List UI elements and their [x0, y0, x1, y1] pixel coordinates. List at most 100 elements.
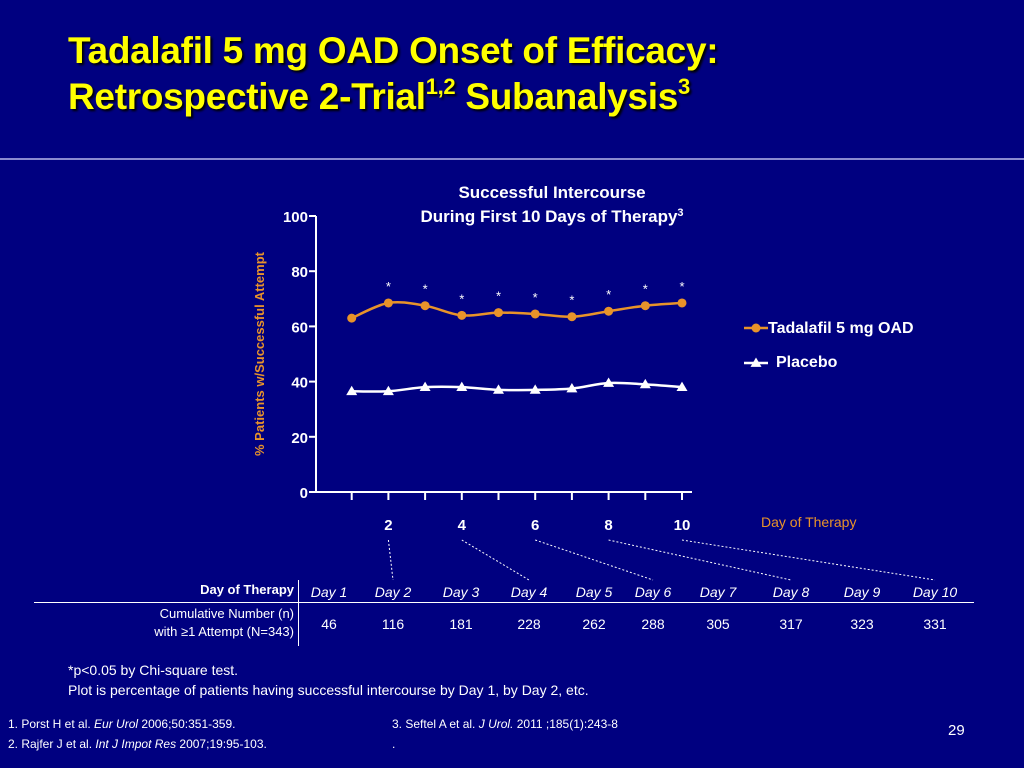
- reference-1-citation: 2006;50:351-359.: [138, 717, 236, 731]
- table-column-divider: [298, 580, 299, 646]
- table-day-label: Day 4: [510, 584, 548, 600]
- title-divider: [0, 158, 1024, 160]
- y-tick-label: 80: [291, 264, 308, 281]
- connector-day-4: [461, 539, 530, 581]
- data-point-tadalafil: [383, 298, 393, 308]
- slide-title-line2-main: Retrospective 2-Trial: [68, 76, 426, 117]
- slide-title-line2-mid: Subanalysis: [455, 76, 678, 117]
- table-day-label: Day 5: [575, 584, 613, 600]
- significance-star: *: [569, 293, 574, 308]
- table-day-label: Day 10: [912, 584, 958, 600]
- slide-title-sup2: 3: [678, 74, 690, 99]
- significance-star: *: [533, 290, 538, 305]
- slide-title: Tadalafil 5 mg OAD Onset of Efficacy: Re…: [68, 28, 719, 120]
- footnote-significance: *p<0.05 by Chi-square test.: [68, 662, 239, 678]
- chart-title-line2-text: During First 10 Days of Therapy: [420, 207, 678, 226]
- table-count-value: 305: [706, 616, 730, 632]
- x-tick-label: 4: [458, 517, 467, 534]
- connector-day-2: [387, 539, 394, 581]
- chart-legend: [744, 323, 768, 367]
- connector-day-10: [681, 539, 936, 581]
- reference-1: 1. Porst H et al. Eur Urol 2006;50:351-3…: [8, 716, 235, 733]
- data-point-placebo: [603, 377, 615, 387]
- legend-marker-placebo: [750, 357, 762, 367]
- table-count-value: 288: [641, 616, 665, 632]
- table-count-value: 116: [381, 616, 405, 632]
- table-day-label: Day 8: [772, 584, 810, 600]
- axis-table-connectors: [387, 539, 936, 581]
- legend-label-placebo: Placebo: [776, 354, 838, 371]
- table-count-value: 331: [923, 616, 947, 632]
- y-tick-label: 60: [291, 319, 308, 336]
- footnote-plot-description: Plot is percentage of patients having su…: [68, 682, 589, 698]
- y-tick-label: 0: [300, 485, 308, 502]
- reference-3-citation: 2011 ;185(1):243-8: [513, 717, 618, 731]
- series-line-tadalafil: [351, 300, 683, 320]
- chart-title-line1: Successful Intercourse: [458, 183, 646, 202]
- significance-star: *: [679, 279, 684, 294]
- data-point-placebo: [493, 384, 504, 394]
- chart-title-line2: During First 10 Days of Therapy3: [352, 205, 752, 229]
- chart-title-sup: 3: [677, 207, 684, 219]
- table-header-cumulative-1: Cumulative Number (n): [159, 606, 294, 621]
- table-header-day-of-therapy: Day of Therapy: [200, 582, 294, 597]
- table-day-label: Day 2: [374, 584, 412, 600]
- data-point-tadalafil: [677, 298, 687, 308]
- data-point-tadalafil: [640, 301, 650, 311]
- data-point-placebo: [382, 385, 394, 396]
- data-point-placebo: [566, 383, 578, 393]
- data-point-tadalafil: [530, 309, 540, 319]
- x-tick-label: 10: [674, 517, 691, 534]
- significance-star: *: [423, 282, 428, 297]
- chart-series: [346, 298, 688, 396]
- y-tick-label: 20: [291, 430, 308, 447]
- data-point-placebo: [419, 381, 431, 391]
- y-tick-label: 40: [291, 375, 308, 392]
- x-tick-label: 6: [531, 517, 539, 534]
- slide-title-sup1: 1,2: [425, 74, 456, 99]
- data-point-tadalafil: [420, 301, 430, 311]
- slide-title-line1: Tadalafil 5 mg OAD Onset of Efficacy:: [68, 30, 719, 71]
- legend-marker-tadalafil: [751, 323, 761, 333]
- y-tick-label: 100: [283, 209, 308, 226]
- table-count-value: 46: [321, 616, 337, 632]
- x-tick-label: 2: [384, 517, 392, 534]
- reference-2: 2. Rajfer J et al. Int J Impot Res 2007;…: [8, 736, 267, 753]
- table-day-label: Day 9: [843, 584, 881, 600]
- reference-3: 3. Seftel A et al. J Urol. 2011 ;185(1):…: [392, 716, 618, 733]
- significance-star: *: [496, 289, 501, 304]
- reference-3-authors: 3. Seftel A et al.: [392, 717, 479, 731]
- table-day-label: Day 3: [442, 584, 480, 600]
- table-day-label: Day 7: [699, 584, 737, 600]
- table-day-label: Day 1: [310, 584, 348, 600]
- reference-3-journal: J Urol.: [478, 717, 514, 731]
- legend-label-tadalafil: Tadalafil 5 mg OAD: [768, 320, 914, 337]
- page-number: 29: [948, 722, 965, 739]
- reference-2-citation: 2007;19:95-103.: [176, 737, 267, 751]
- data-point-tadalafil: [494, 308, 503, 318]
- table-count-value: 181: [449, 616, 473, 632]
- data-point-tadalafil: [604, 306, 614, 316]
- reference-2-authors: 2. Rajfer J et al.: [8, 737, 96, 751]
- reference-1-journal: Eur Urol: [94, 717, 139, 731]
- slide-title-line2: Retrospective 2-Trial1,2 Subanalysis3: [68, 74, 718, 120]
- significance-star: *: [606, 287, 611, 302]
- significance-star: *: [459, 291, 464, 306]
- data-point-placebo: [676, 381, 688, 391]
- significance-stars: * * * * * * * * *: [386, 279, 685, 308]
- reference-1-authors: 1. Porst H et al.: [8, 717, 95, 731]
- table-count-value: 228: [517, 616, 541, 632]
- connector-day-8: [608, 539, 792, 581]
- table-count-value: 262: [582, 616, 606, 632]
- table-divider: [34, 602, 974, 603]
- significance-star: *: [386, 279, 391, 294]
- chart-title: Successful Intercourse During First 10 D…: [352, 181, 752, 229]
- data-point-placebo: [639, 378, 651, 389]
- significance-star: *: [643, 282, 648, 297]
- reference-3-continuation: .: [392, 737, 396, 751]
- table-day-label: Day 6: [634, 584, 672, 600]
- chart-axes: 0 20 40 60 80 100 2 4 6 8 10 % Patients w/Successfu…: [252, 209, 692, 534]
- x-axis-label: Day of Therapy: [761, 514, 857, 530]
- x-tick-label: 8: [604, 517, 612, 534]
- series-line-placebo: [351, 381, 683, 393]
